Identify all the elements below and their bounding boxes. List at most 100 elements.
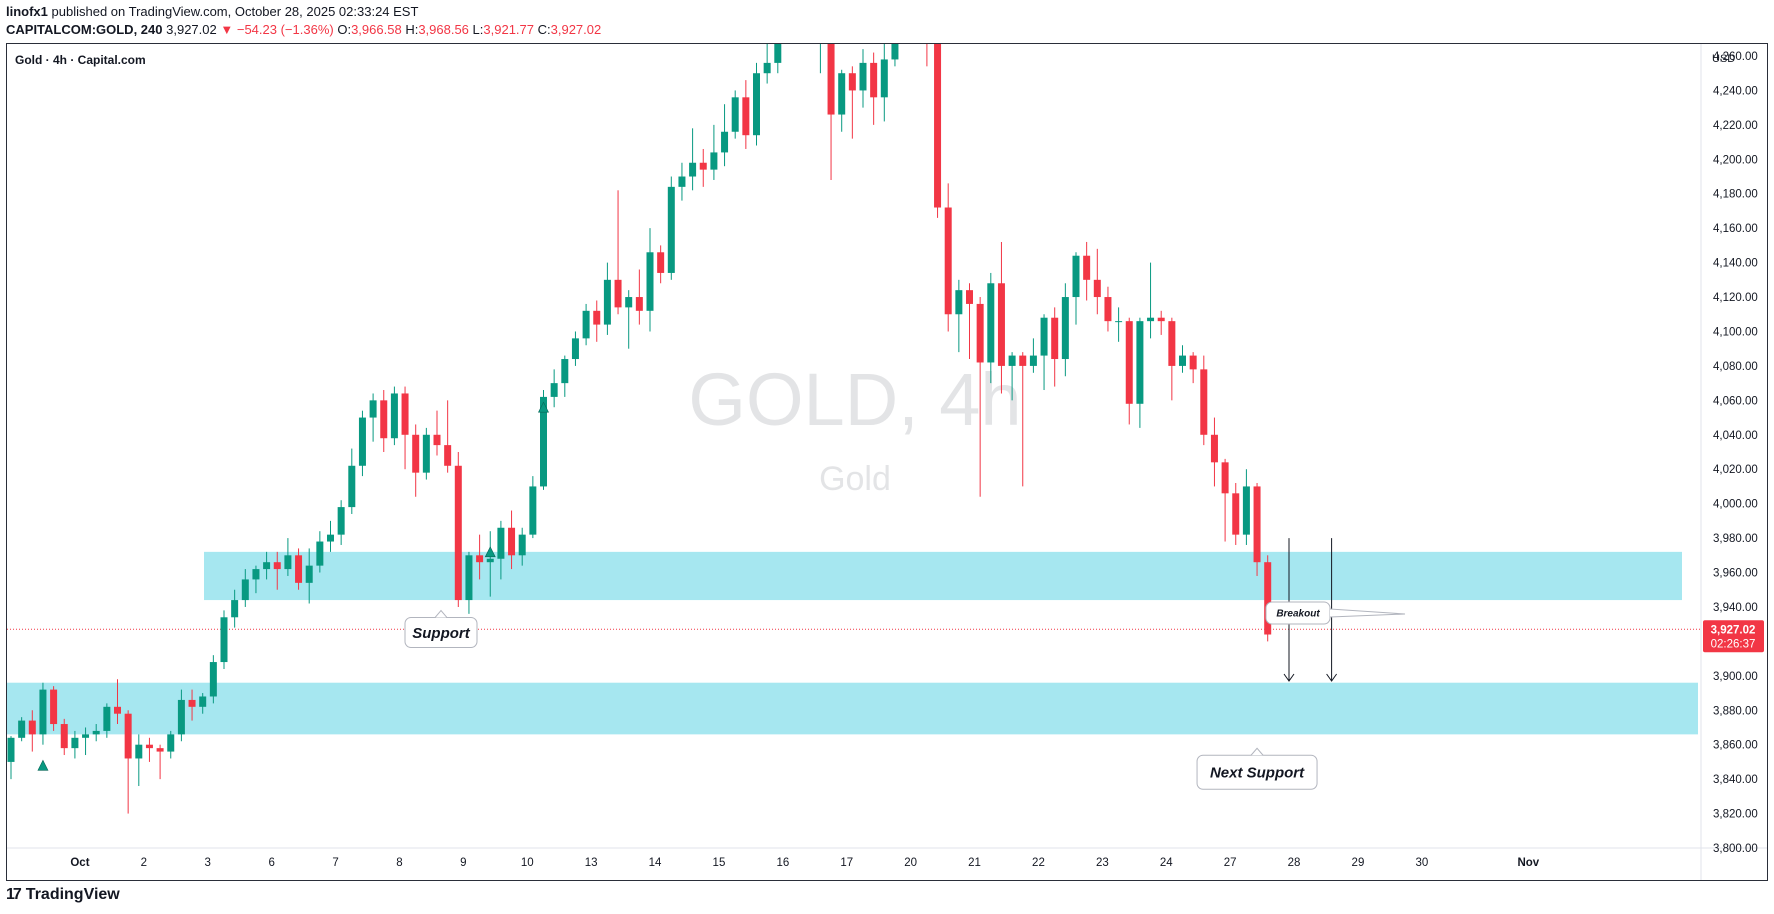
candle-body — [71, 737, 79, 749]
candle-body — [742, 97, 750, 136]
candle-up — [731, 90, 739, 139]
candle-down — [1232, 482, 1240, 545]
callout-pointer — [434, 609, 448, 618]
candle-body — [710, 152, 718, 170]
currency-label[interactable]: USD — [1712, 53, 1736, 65]
candle-body — [358, 417, 366, 466]
candle-body — [50, 689, 58, 725]
candle-body — [263, 562, 271, 570]
candle-body — [518, 534, 526, 556]
down-triangle-icon: ▼ — [220, 22, 234, 37]
candle-down — [1168, 317, 1176, 401]
candle-body — [891, 44, 899, 60]
candle-down — [145, 737, 153, 762]
candle-body — [252, 569, 260, 580]
candle-body — [657, 252, 665, 273]
price-tick-label: 4,060.00 — [1713, 395, 1758, 407]
candle-down — [1200, 355, 1208, 446]
candle-up — [284, 538, 292, 576]
candle-up — [774, 44, 782, 74]
candle-body — [603, 279, 611, 325]
candle-down — [1157, 310, 1165, 335]
time-tick-label: 9 — [460, 857, 466, 869]
candle-body — [295, 555, 303, 583]
callout-pointer — [1329, 608, 1406, 618]
time-tick-label: 3 — [205, 857, 211, 869]
candle-body — [976, 303, 984, 363]
time-tick-label: 13 — [585, 857, 598, 869]
candle-body — [465, 555, 473, 601]
candle-up — [550, 369, 558, 408]
candle-up — [369, 393, 377, 442]
candle-body — [135, 744, 143, 759]
candle-body — [763, 62, 771, 74]
arrow-head-icon — [1326, 673, 1338, 682]
candle-down — [1264, 555, 1272, 642]
candle-body — [28, 720, 36, 735]
price-tick-label: 4,260.00 — [1713, 51, 1758, 63]
candle-body — [1125, 321, 1133, 404]
candle-body — [1210, 434, 1218, 463]
open-key: O: — [337, 22, 352, 37]
candle-body — [241, 579, 249, 601]
price-tick-label: 4,020.00 — [1713, 464, 1758, 476]
candle-up — [721, 104, 729, 167]
candle-up — [252, 565, 260, 594]
candle-body — [1040, 317, 1048, 356]
price-tick-label: 4,120.00 — [1713, 292, 1758, 304]
candle-up — [859, 49, 867, 108]
candle-body — [199, 696, 207, 707]
candle-down — [1189, 352, 1197, 384]
candle-body — [635, 297, 643, 311]
candle-down — [295, 548, 303, 590]
author-name[interactable]: linofx1 — [6, 4, 48, 19]
high-value: 3,968.56 — [418, 22, 469, 37]
candle-body — [817, 4, 824, 14]
candle-body — [997, 283, 1005, 366]
time-tick-label: 8 — [396, 857, 402, 869]
candle-down — [188, 689, 196, 721]
candle-down — [742, 80, 750, 149]
price-tick-label: 3,800.00 — [1713, 843, 1758, 855]
candle-up — [561, 355, 569, 397]
candle-body — [82, 734, 90, 738]
candle-body — [987, 283, 995, 363]
callout-text: Support — [412, 625, 470, 642]
candle-body — [571, 338, 579, 360]
candle-up — [337, 500, 345, 545]
watermark-symbol: GOLD, 4h — [688, 358, 1021, 441]
chart-frame[interactable] — [6, 43, 1768, 881]
candle-body — [284, 555, 292, 570]
candle-body — [124, 713, 132, 759]
time-tick-label: 30 — [1415, 857, 1428, 869]
candle-up — [305, 548, 313, 604]
candle-body — [880, 59, 888, 98]
price-tick-label: 4,160.00 — [1713, 223, 1758, 235]
candle-up — [902, 0, 909, 4]
candle-body — [18, 720, 26, 738]
candle-up — [710, 124, 718, 180]
price-tick-label: 4,040.00 — [1713, 430, 1758, 442]
candle-body — [689, 162, 697, 177]
candle-up — [220, 610, 228, 669]
tradingview-logo-icon: 17 — [6, 886, 22, 903]
candle-down — [1051, 307, 1059, 387]
candle-body — [145, 744, 153, 749]
candle-body — [231, 600, 239, 618]
price-tick-label: 3,960.00 — [1713, 568, 1758, 580]
candle-body — [188, 699, 196, 707]
candle-body — [934, 44, 942, 208]
candle-up — [18, 717, 26, 742]
candle-up — [1147, 262, 1155, 339]
candle-up — [667, 176, 675, 280]
last-price-tag-value: 3,927.02 — [1711, 624, 1756, 636]
publish-info: linofx1 published on TradingView.com, Oc… — [6, 4, 418, 19]
candle-body — [667, 186, 675, 273]
candle-down — [1019, 352, 1027, 487]
candle-body — [348, 465, 356, 508]
candle-down — [614, 190, 622, 315]
candle-up — [465, 551, 473, 614]
tradingview-footer[interactable]: 17 TradingView — [6, 886, 120, 904]
candle-body — [582, 310, 590, 339]
